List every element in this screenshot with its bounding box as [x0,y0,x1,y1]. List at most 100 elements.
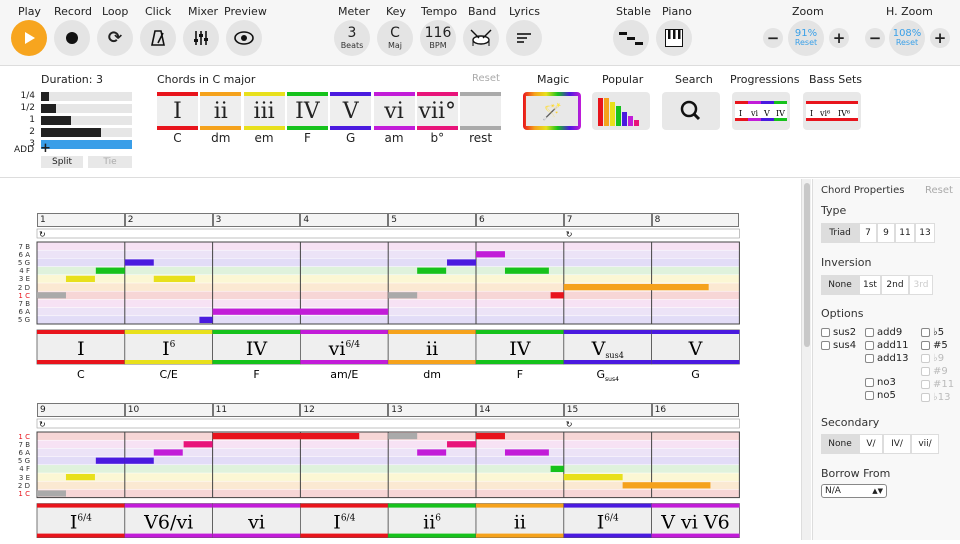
measure-number[interactable]: 12 [300,403,389,417]
note[interactable] [504,267,549,274]
click-button[interactable] [140,20,176,56]
note[interactable] [153,275,196,282]
chords-reset[interactable]: Reset [472,73,500,84]
note[interactable] [95,267,125,274]
duration-option[interactable] [41,104,132,113]
checkbox[interactable] [865,341,874,350]
note[interactable] [37,490,66,497]
loop-marker-icon[interactable]: ↻ [566,420,573,429]
secondary-option-2[interactable]: IV/ [883,434,911,454]
duration-option[interactable] [41,128,132,137]
measure-number[interactable]: 14 [476,403,564,417]
chord-block[interactable] [387,503,477,539]
tie-button[interactable]: Tie [88,156,132,168]
palette-chord-C[interactable]: I [157,92,198,130]
inversion-option-2[interactable]: 2nd [881,275,909,295]
option-add9[interactable]: add9 [865,327,902,338]
measure-number[interactable]: 8 [651,213,740,227]
mixer-button[interactable] [183,20,219,56]
chord-block[interactable] [124,329,214,365]
palette-chord-b°[interactable]: vii° [416,92,458,130]
note[interactable] [417,449,447,456]
loop-button[interactable]: ⟳ [97,20,133,56]
chord-block[interactable] [563,503,652,539]
note[interactable] [563,284,709,291]
note[interactable] [65,474,95,481]
palette-chord-F[interactable]: IV [286,92,328,130]
option-no5[interactable]: no5 [865,390,896,401]
option-add11[interactable]: add11 [865,340,909,351]
measure-number[interactable]: 3 [212,213,301,227]
note[interactable] [199,316,213,323]
option-#5[interactable]: #5 [921,340,948,351]
note[interactable] [388,433,418,440]
checkbox[interactable] [821,341,830,350]
measure-number[interactable]: 15 [563,403,652,417]
note[interactable] [183,441,213,448]
tempo-control[interactable]: 116 BPM [420,20,456,56]
play-button[interactable] [11,20,47,56]
hzoom-out-button[interactable]: − [865,28,885,48]
band-button[interactable] [463,20,499,56]
measure-number[interactable]: 7 [563,213,652,227]
note[interactable] [504,449,549,456]
option-sus2[interactable]: sus2 [821,327,856,338]
option-♭9[interactable]: ♭9 [921,353,944,364]
measure-number[interactable]: 6 [476,213,564,227]
duration-option[interactable] [41,92,132,101]
score-scrollbar[interactable] [801,179,811,540]
note[interactable] [476,251,505,258]
chord-block[interactable] [651,503,740,539]
chord-block[interactable] [212,329,301,365]
note[interactable] [65,275,95,282]
note[interactable] [388,292,418,299]
checkbox[interactable] [921,367,930,376]
measure-number[interactable]: 11 [212,403,301,417]
measure-number[interactable]: 4 [300,213,389,227]
measure-number[interactable]: 1 [37,213,125,227]
inversion-option-1[interactable]: 1st [859,275,881,295]
checkbox[interactable] [865,328,874,337]
checkbox[interactable] [821,328,830,337]
chord-block[interactable] [299,329,389,365]
option-#11[interactable]: #11 [921,379,954,390]
note[interactable] [563,474,623,481]
note[interactable] [95,457,125,464]
secondary-option-0[interactable]: None [821,434,859,454]
duration-option[interactable] [41,140,132,149]
chord-block[interactable] [212,503,301,539]
type-option-4[interactable]: 13 [915,223,935,243]
lyrics-button[interactable] [506,20,542,56]
checkbox[interactable] [921,393,930,402]
checkbox[interactable] [921,354,930,363]
checkbox[interactable] [921,380,930,389]
loop-marker-icon[interactable]: ↻ [39,420,46,429]
note[interactable] [417,267,447,274]
note[interactable] [153,449,183,456]
note[interactable] [622,482,711,489]
checkbox[interactable] [865,354,874,363]
option-♭13[interactable]: ♭13 [921,392,950,403]
split-button[interactable]: Split [41,156,83,168]
loop-row[interactable] [36,418,740,429]
note[interactable] [447,259,476,266]
note[interactable] [37,292,66,299]
note[interactable] [124,259,154,266]
loop-marker-icon[interactable]: ↻ [39,230,46,239]
option-add13[interactable]: add13 [865,353,909,364]
note[interactable] [212,433,360,440]
note[interactable] [447,441,476,448]
note[interactable] [550,465,564,472]
checkbox[interactable] [865,391,874,400]
palette-chord-rest[interactable] [460,92,502,130]
type-option-0[interactable]: Triad [821,223,859,243]
hzoom-in-button[interactable]: + [930,28,950,48]
option-♭5[interactable]: ♭5 [921,327,944,338]
palette-chord-em[interactable]: iii [243,92,285,130]
palette-chord-dm[interactable]: ii [200,92,242,130]
checkbox[interactable] [865,378,874,387]
key-control[interactable]: C Maj [377,20,413,56]
preview-button[interactable] [226,20,262,56]
